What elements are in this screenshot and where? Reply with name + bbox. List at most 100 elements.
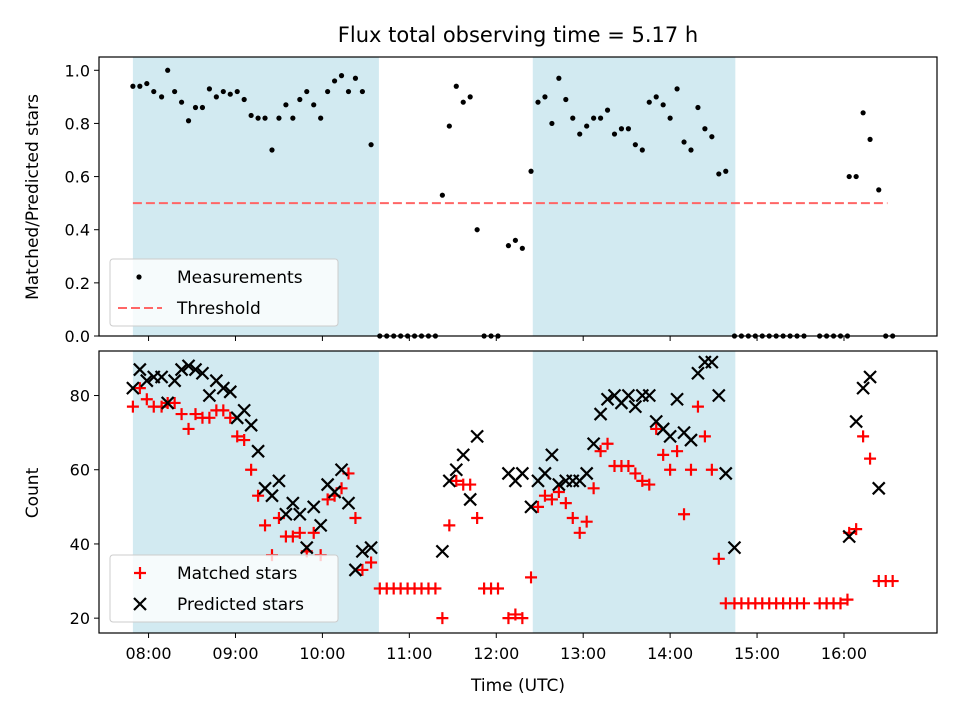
measurement-point bbox=[172, 88, 178, 95]
matched-star-point bbox=[886, 575, 899, 588]
predicted-star-point bbox=[265, 488, 279, 503]
predicted-star-point bbox=[600, 392, 615, 407]
matched-star-point bbox=[365, 556, 378, 569]
predicted-star-point bbox=[293, 507, 307, 522]
counts-axes-frame bbox=[98, 350, 938, 634]
x-tick-label: 12:00 bbox=[473, 644, 519, 663]
counts-y-tick-label: 20 bbox=[70, 609, 90, 628]
matched-star-point bbox=[502, 612, 515, 625]
ratio-legend: Measurements Threshold bbox=[109, 258, 339, 327]
measurement-point bbox=[460, 99, 466, 105]
matched-star-point bbox=[601, 437, 614, 450]
predicted-star-point bbox=[449, 462, 464, 477]
measurement-point bbox=[262, 115, 268, 121]
measurement-point bbox=[723, 168, 729, 174]
measurement-point bbox=[269, 147, 275, 153]
measurement-point bbox=[681, 139, 687, 145]
matched-star-point bbox=[321, 493, 334, 506]
matched-star-point bbox=[492, 582, 505, 595]
matched-star-point bbox=[175, 408, 188, 421]
ratio-axes-frame bbox=[98, 56, 938, 337]
matched-star-point bbox=[155, 400, 168, 413]
predicted-star-point bbox=[286, 496, 300, 510]
matched-star-point bbox=[286, 530, 299, 543]
measurement-point bbox=[674, 86, 680, 92]
measurement-point bbox=[192, 104, 199, 111]
measurement-point bbox=[695, 104, 701, 111]
matched-star-point bbox=[545, 493, 558, 506]
matched-star-point bbox=[182, 422, 195, 435]
measurement-point bbox=[846, 173, 852, 180]
predicted-star-point bbox=[355, 544, 370, 559]
matched-star-point bbox=[657, 448, 670, 461]
predicted-star-point bbox=[223, 385, 238, 399]
matched-star-point bbox=[471, 511, 484, 524]
predicted-star-point bbox=[202, 388, 217, 403]
matched-star-point bbox=[580, 515, 593, 528]
measurement-point bbox=[584, 123, 590, 129]
measurement-point bbox=[474, 227, 480, 233]
predicted-star-point bbox=[621, 388, 636, 403]
measurement-point bbox=[528, 168, 534, 174]
predicted-star-point bbox=[237, 403, 251, 418]
counts-legend-box bbox=[109, 554, 339, 623]
matched-star-point bbox=[217, 404, 230, 417]
x-tick-label: 11:00 bbox=[386, 644, 432, 663]
ratio-y-tick-label: 0.2 bbox=[65, 274, 90, 293]
predicted-star-point bbox=[279, 507, 293, 522]
predicted-star-point bbox=[348, 563, 363, 577]
measurement-point bbox=[199, 104, 206, 111]
counts-y-tick-label: 80 bbox=[70, 387, 90, 406]
matched-star-point bbox=[684, 463, 697, 476]
predicted-star-point bbox=[712, 388, 726, 403]
ratio-y-tick-label: 0.4 bbox=[65, 221, 90, 240]
matched-star-point bbox=[203, 411, 216, 424]
measurement-point bbox=[297, 96, 303, 103]
matched-star-point bbox=[140, 393, 153, 406]
predicted-star-point bbox=[327, 485, 342, 499]
matched-star-point bbox=[629, 467, 642, 480]
matched-star-point bbox=[516, 612, 529, 625]
matched-star-point bbox=[450, 474, 463, 487]
measurement-point bbox=[660, 102, 666, 108]
measurement-point bbox=[185, 118, 192, 124]
matched-star-point bbox=[857, 430, 870, 443]
measurement-point bbox=[611, 131, 618, 137]
predicted-star-point bbox=[684, 433, 698, 447]
measurement-point bbox=[625, 126, 632, 132]
matched-star-point bbox=[307, 526, 320, 539]
legend-label-measurements: Measurements bbox=[177, 268, 303, 288]
counts-y-tick-label: 40 bbox=[70, 535, 90, 554]
measurement-point bbox=[570, 115, 576, 121]
predicted-star-point bbox=[251, 444, 265, 458]
predicted-star-point bbox=[691, 366, 705, 381]
chart-title: Flux total observing time = 5.17 h bbox=[338, 23, 698, 47]
measurement-point bbox=[165, 67, 171, 73]
predicted-star-point bbox=[244, 418, 258, 432]
counts-y-tick-label: 60 bbox=[70, 461, 90, 480]
predicted-star-point bbox=[442, 474, 457, 488]
predicted-star-point bbox=[126, 381, 140, 395]
matched-star-point bbox=[636, 474, 649, 487]
matched-star-point bbox=[698, 430, 711, 443]
matched-star-point bbox=[259, 519, 272, 532]
predicted-star-point bbox=[593, 407, 608, 421]
predicted-star-point bbox=[552, 477, 566, 492]
measurement-point bbox=[276, 115, 282, 121]
predicted-star-point bbox=[313, 518, 328, 533]
matched-star-point bbox=[712, 552, 725, 565]
predicted-star-point bbox=[727, 540, 742, 555]
legend-label-matched: Matched stars bbox=[177, 564, 297, 584]
measurement-point bbox=[597, 115, 604, 121]
ratio-panel: Matched/Predicted stars Measurements Thr… bbox=[23, 56, 938, 346]
x-tick-label: 10:00 bbox=[299, 644, 345, 663]
measurement-point bbox=[446, 123, 452, 129]
predicted-star-point bbox=[545, 448, 559, 462]
matched-star-point bbox=[356, 563, 369, 576]
measurement-point bbox=[512, 237, 518, 243]
predicted-star-point bbox=[195, 366, 210, 381]
measurement-point bbox=[618, 126, 625, 132]
measurement-point bbox=[331, 78, 338, 84]
predicted-star-point bbox=[299, 540, 314, 555]
